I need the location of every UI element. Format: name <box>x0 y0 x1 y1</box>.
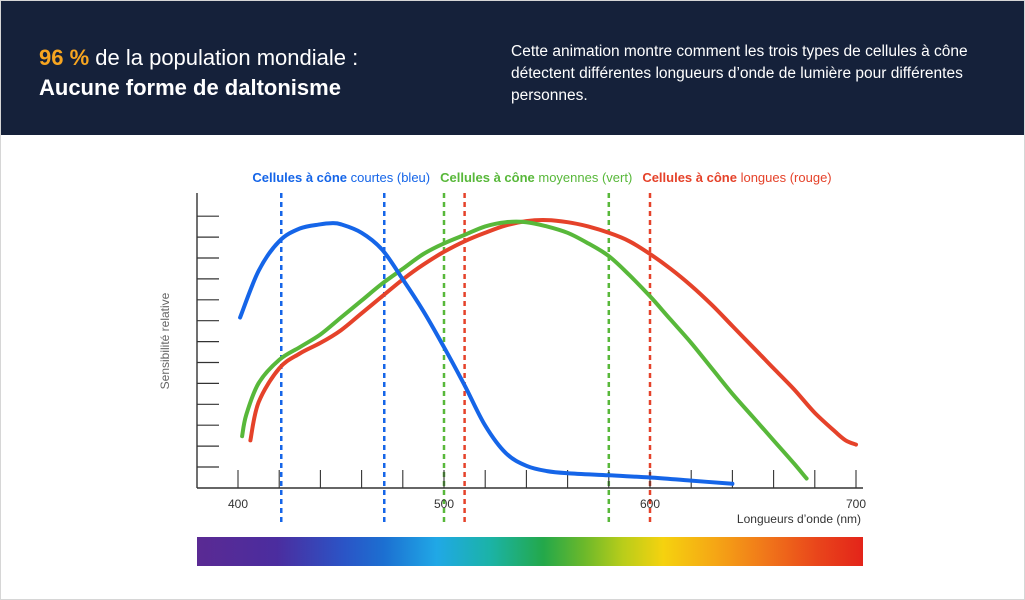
legend: Cellules à cône courtes (bleu) Cellules à… <box>252 170 831 185</box>
headline-population: de la population mondiale : <box>89 45 359 70</box>
headline-percentage: 96 % <box>39 45 90 70</box>
headline-subtitle: Aucune forme de daltonisme <box>39 75 341 100</box>
legend-item-bold: Cellules à cône <box>252 170 347 185</box>
x-tick-label: 700 <box>846 497 866 511</box>
headline-line-1: 96 % de la population mondiale : <box>39 43 479 73</box>
series-short-cones <box>238 221 735 486</box>
x-tick-label: 500 <box>434 497 454 511</box>
y-axis-label: Sensibilité relative <box>158 292 172 389</box>
series-medium-cones <box>240 219 809 481</box>
legend-item-label: longues (rouge) <box>737 170 832 185</box>
headline: 96 % de la population mondiale : Aucune … <box>39 43 479 103</box>
sensitivity-chart: Cellules à cône courtes (bleu) Cellules à… <box>158 170 866 526</box>
series-long-cones <box>248 218 858 447</box>
description-text: Cette animation montre comment les trois… <box>511 43 968 104</box>
visible-spectrum-bar <box>197 537 863 566</box>
legend-item-bold: Cellules à cône <box>642 170 737 185</box>
x-tick-label: 400 <box>228 497 248 511</box>
legend-item-label: courtes (bleu) <box>347 170 430 185</box>
x-tick-label: 600 <box>640 497 660 511</box>
header-banner: 96 % de la population mondiale : Aucune … <box>1 1 1024 135</box>
legend-item-label: moyennes (vert) <box>535 170 633 185</box>
x-axis-label: Longueurs d’onde (nm) <box>737 512 861 526</box>
legend-item-bold: Cellules à cône <box>440 170 535 185</box>
